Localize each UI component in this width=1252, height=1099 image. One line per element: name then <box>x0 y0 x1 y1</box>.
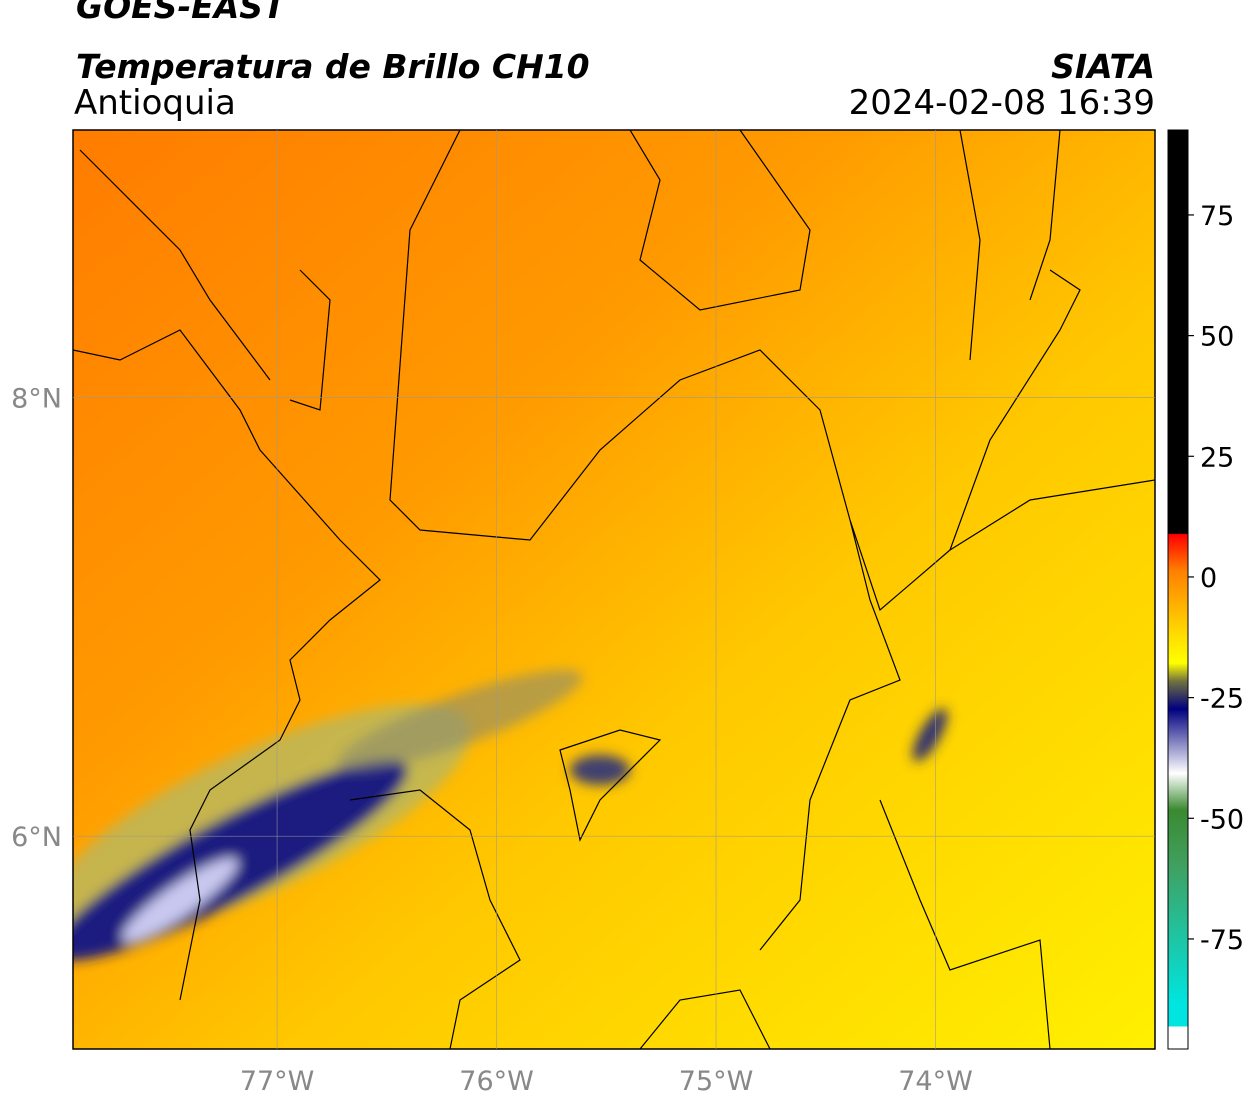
x-tick-label: 74°W <box>898 1066 973 1097</box>
y-tick-label: 8°N <box>11 384 62 415</box>
colorbar-tick-label: 25 <box>1200 442 1234 473</box>
subtitle: Temperatura de Brillo CH10 <box>76 47 590 86</box>
source: SIATA <box>1051 47 1155 86</box>
y-tick-label: 6°N <box>11 822 62 853</box>
region: Antioquia <box>74 83 236 123</box>
colorbar-tick-label: 50 <box>1200 322 1234 353</box>
colorbar <box>1167 129 1189 1050</box>
colorbar-tick-label: 0 <box>1200 563 1217 594</box>
map-frame <box>72 129 1156 1050</box>
colorbar-tick-label: -25 <box>1200 684 1244 715</box>
colorbar-tick-label: -75 <box>1200 925 1244 956</box>
datetime: 2024-02-08 16:39 <box>849 83 1155 123</box>
map-field <box>73 130 1155 1049</box>
title: GOES-EAST <box>76 0 288 26</box>
x-tick-label: 75°W <box>679 1066 754 1097</box>
colorbar-tick-label: 75 <box>1200 201 1234 232</box>
colorbar-tick-label: -50 <box>1200 804 1244 835</box>
x-tick-label: 76°W <box>459 1066 534 1097</box>
x-tick-label: 77°W <box>240 1066 315 1097</box>
